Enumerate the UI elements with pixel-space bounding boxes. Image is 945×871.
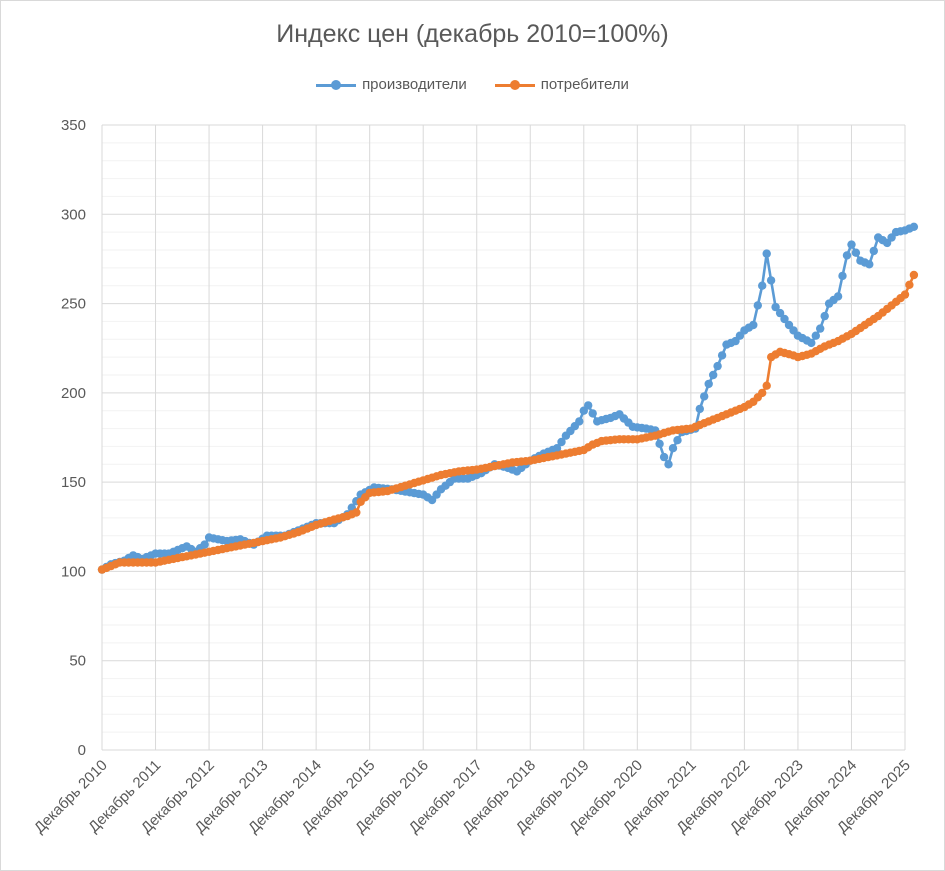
data-point-producers bbox=[664, 460, 673, 469]
data-point-producers bbox=[811, 331, 820, 340]
legend-label-producers: производители bbox=[362, 76, 467, 93]
data-point-producers bbox=[713, 361, 722, 371]
data-point-producers bbox=[704, 379, 713, 389]
data-point-producers bbox=[838, 271, 847, 281]
legend-marker-consumers bbox=[494, 79, 535, 91]
y-tick-label: 200 bbox=[61, 385, 86, 402]
data-point-producers bbox=[673, 436, 682, 445]
data-point-producers bbox=[842, 251, 852, 260]
data-point-producers bbox=[780, 314, 789, 324]
data-point-consumers bbox=[352, 508, 361, 517]
data-point-producers bbox=[552, 444, 562, 453]
y-tick-label: 300 bbox=[61, 206, 86, 223]
data-point-producers bbox=[700, 392, 709, 401]
data-point-consumers bbox=[909, 270, 919, 280]
data-point-producers bbox=[833, 292, 843, 301]
data-point-consumers bbox=[900, 290, 910, 299]
data-point-producers bbox=[766, 276, 776, 285]
chart-title: Индекс цен (декабрь 2010=100%) bbox=[276, 20, 669, 48]
data-point-producers bbox=[575, 417, 584, 426]
y-tick-label: 150 bbox=[61, 474, 86, 491]
data-point-producers bbox=[588, 409, 597, 418]
data-point-producers bbox=[851, 248, 861, 257]
legend-item-producers: производители bbox=[316, 76, 467, 93]
data-point-producers bbox=[584, 401, 593, 410]
legend-marker-producers bbox=[316, 79, 357, 91]
y-tick-label: 50 bbox=[69, 653, 86, 670]
series-line-consumers bbox=[101, 274, 916, 571]
legend: производители потребители bbox=[0, 76, 945, 93]
y-tick-label: 250 bbox=[61, 296, 86, 313]
data-point-producers bbox=[758, 281, 767, 290]
data-point-producers bbox=[695, 404, 704, 414]
data-point-producers bbox=[557, 437, 566, 447]
data-point-producers bbox=[909, 222, 919, 231]
data-point-producers bbox=[659, 452, 669, 462]
data-point-consumers bbox=[758, 388, 767, 398]
data-point-producers bbox=[807, 338, 816, 348]
data-point-producers bbox=[709, 370, 718, 380]
data-point-producers bbox=[869, 246, 878, 256]
data-point-producers bbox=[816, 324, 825, 333]
data-point-producers bbox=[865, 260, 874, 269]
data-point-producers bbox=[717, 351, 727, 360]
data-point-producers bbox=[847, 240, 856, 249]
data-point-producers bbox=[200, 540, 209, 549]
legend-item-consumers: потребители bbox=[494, 76, 629, 93]
legend-label-consumers: потребители bbox=[540, 76, 629, 93]
data-point-producers bbox=[775, 308, 785, 318]
data-point-consumers bbox=[762, 381, 771, 390]
y-tick-label: 100 bbox=[61, 563, 86, 580]
data-point-producers bbox=[771, 302, 780, 312]
data-point-producers bbox=[655, 439, 664, 448]
data-point-consumers bbox=[905, 280, 914, 289]
data-point-producers bbox=[762, 249, 771, 258]
data-point-producers bbox=[753, 301, 762, 310]
data-point-producers bbox=[820, 311, 829, 321]
data-point-producers bbox=[668, 444, 678, 453]
y-tick-label: 0 bbox=[78, 742, 86, 759]
data-point-producers bbox=[749, 320, 758, 330]
y-tick-label: 350 bbox=[61, 117, 86, 134]
